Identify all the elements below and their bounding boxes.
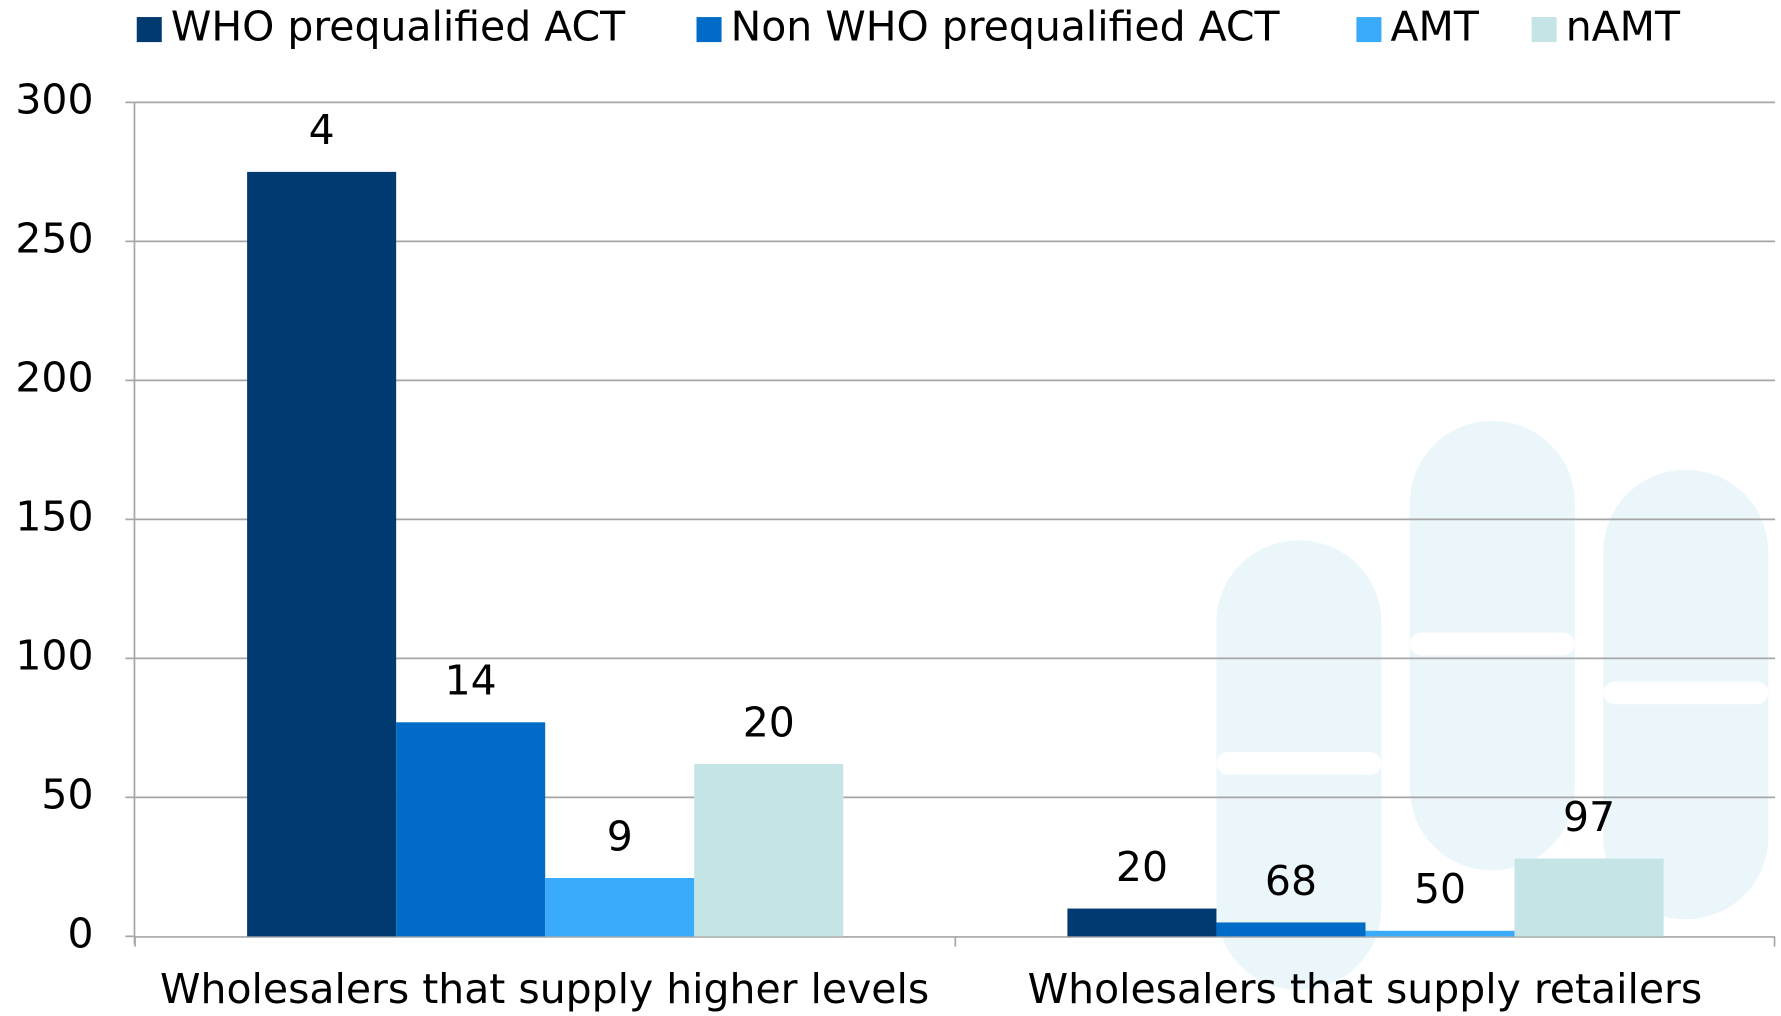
data-label: 68 (1265, 857, 1317, 905)
x-tick-label: Wholesalers that supply retailers (1028, 965, 1703, 1013)
bar (1514, 858, 1664, 937)
bar (1216, 922, 1366, 937)
data-label: 14 (445, 657, 497, 705)
y-tick-label: 250 (15, 214, 93, 262)
data-label: 50 (1414, 865, 1466, 913)
y-tick-label: 150 (15, 492, 93, 540)
legend: WHO prequalified ACT Non WHO prequalified… (136, 3, 1681, 51)
bar (545, 877, 695, 937)
bar (1365, 930, 1515, 937)
pill-decoration (1603, 681, 1769, 705)
legend-swatch (136, 17, 162, 43)
legend-label: nAMT (1566, 3, 1681, 51)
y-tick-label: 100 (15, 631, 93, 679)
legend-label: AMT (1391, 3, 1480, 51)
data-label: 4 (309, 106, 335, 154)
y-tick-label: 200 (15, 353, 93, 401)
data-label: 20 (1116, 843, 1168, 891)
x-tick-label: Wholesalers that supply higher levels (160, 965, 929, 1013)
background-pills (1216, 420, 1769, 990)
legend-label: WHO prequalified ACT (171, 3, 626, 51)
data-label: 20 (743, 698, 795, 746)
data-label: 9 (607, 812, 633, 860)
grid: 0 50 100 150 200 250 300 (15, 75, 1776, 957)
bar (694, 764, 844, 937)
bar (1067, 908, 1217, 937)
bar (247, 171, 397, 937)
legend-swatch (696, 17, 722, 43)
y-tick-label: 300 (15, 75, 93, 123)
pill-decoration (1216, 752, 1382, 775)
data-label: 97 (1563, 793, 1615, 841)
pill-decoration (1409, 632, 1575, 656)
bars: Wholesalers that supply higher levels 4 14… (160, 106, 1702, 1013)
y-tick-label: 50 (41, 770, 93, 818)
legend-swatch (1531, 17, 1557, 43)
bar (396, 722, 546, 937)
y-tick-label: 0 (67, 909, 93, 957)
legend-swatch (1356, 17, 1382, 43)
legend-label: Non WHO prequalified ACT (731, 3, 1281, 51)
